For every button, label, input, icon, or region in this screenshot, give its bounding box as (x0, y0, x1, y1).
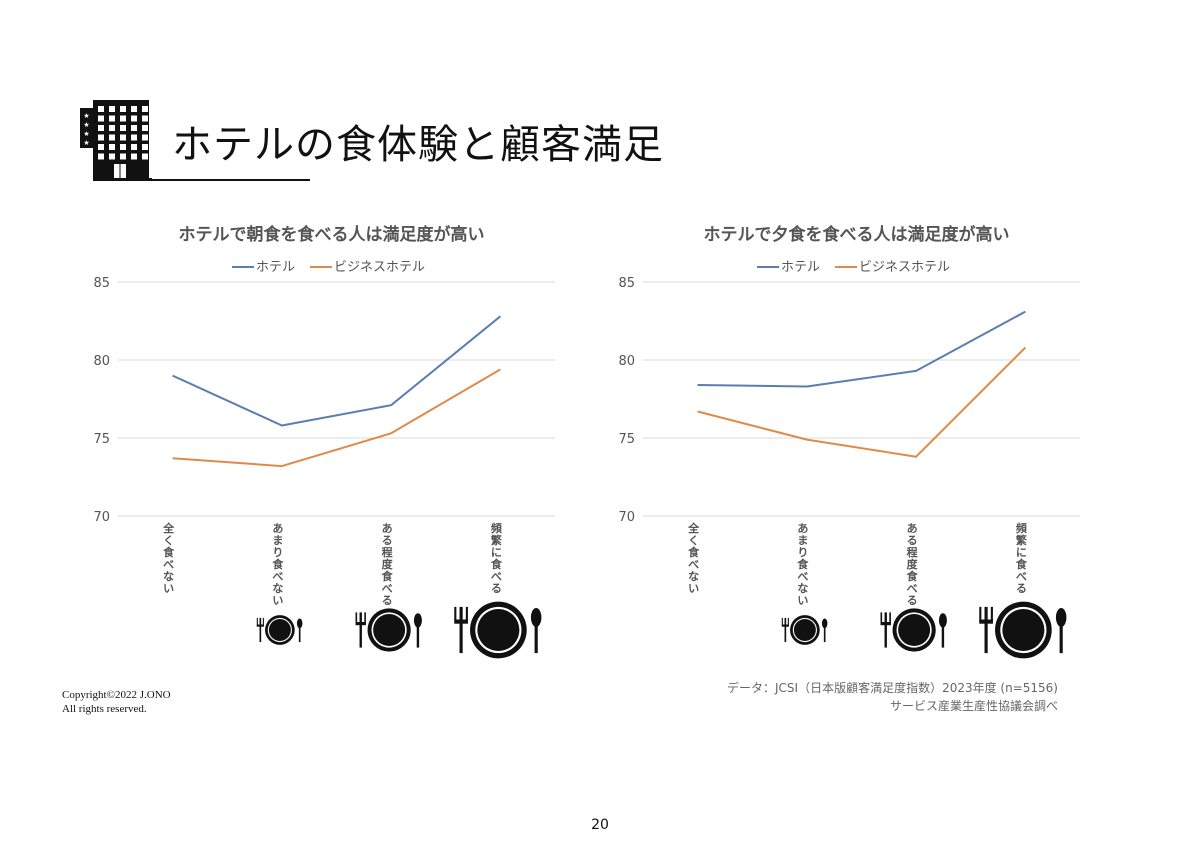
y-tick-label: 85 (618, 276, 635, 291)
legend-label-1: ビジネスホテル (334, 260, 425, 275)
plate-cutlery-icon (979, 601, 1067, 659)
y-tick-label: 80 (618, 354, 635, 369)
plate-cutlery-icon (355, 608, 422, 652)
x-category-label: 全く食べない (162, 521, 175, 595)
x-category-label: 頻繁に食べる (1015, 521, 1028, 595)
y-tick-label: 85 (93, 276, 110, 291)
y-tick-label: 75 (618, 432, 635, 447)
y-tick-label: 80 (93, 354, 110, 369)
plate-cutlery-icon (781, 615, 828, 645)
legend-label-0: ホテル (781, 260, 820, 275)
svg-text:★: ★ (83, 121, 89, 129)
svg-text:★: ★ (83, 112, 89, 120)
svg-text:★: ★ (83, 130, 89, 138)
series-line-business-hotel (172, 368, 501, 468)
plate-cutlery-icon (880, 608, 947, 652)
series-line-business-hotel (697, 346, 1027, 458)
page-number: 20 (591, 817, 609, 833)
legend-label-1: ビジネスホテル (859, 260, 950, 275)
x-category-label: あまり食べない (272, 522, 284, 607)
source-line-1: データ：JCSI（日本版顧客満足度指数）2023年度 (n=5156) (727, 681, 1058, 695)
hotel-building-icon: ★ ★ ★ ★ (80, 100, 152, 181)
x-category-label: ある程度食べる (382, 522, 394, 607)
y-tick-label: 70 (618, 510, 635, 525)
copyright-line-2: All rights reserved. (62, 703, 147, 715)
copyright-line-1: Copyright©2022 J.ONO (62, 689, 171, 701)
series-line-hotel (697, 310, 1026, 388)
x-category-label: ある程度食べる (907, 522, 919, 607)
x-category-label: 頻繁に食べる (490, 521, 503, 595)
plate-cutlery-icon (256, 615, 303, 645)
y-tick-label: 70 (93, 510, 110, 525)
source-line-2: サービス産業生産性協議会調べ (889, 699, 1058, 713)
page-title: ホテルの食体験と顧客満足 (172, 122, 664, 168)
series-line-hotel (172, 315, 502, 427)
plate-cutlery-icon (454, 601, 542, 659)
y-tick-label: 75 (93, 432, 110, 447)
title-underline (150, 179, 310, 181)
copyright-notice: Copyright©2022 J.ONO All rights reserved… (62, 688, 171, 716)
chart-title: ホテルで朝食を食べる人は満足度が高い (179, 224, 485, 245)
x-category-label: 全く食べない (687, 521, 700, 595)
data-source-note: データ：JCSI（日本版顧客満足度指数）2023年度 (n=5156) サービス… (727, 679, 1058, 715)
x-category-label: あまり食べない (797, 522, 809, 607)
svg-text:★: ★ (83, 139, 89, 147)
chart-title: ホテルで夕食を食べる人は満足度が高い (704, 224, 1010, 245)
legend-label-0: ホテル (256, 260, 295, 275)
